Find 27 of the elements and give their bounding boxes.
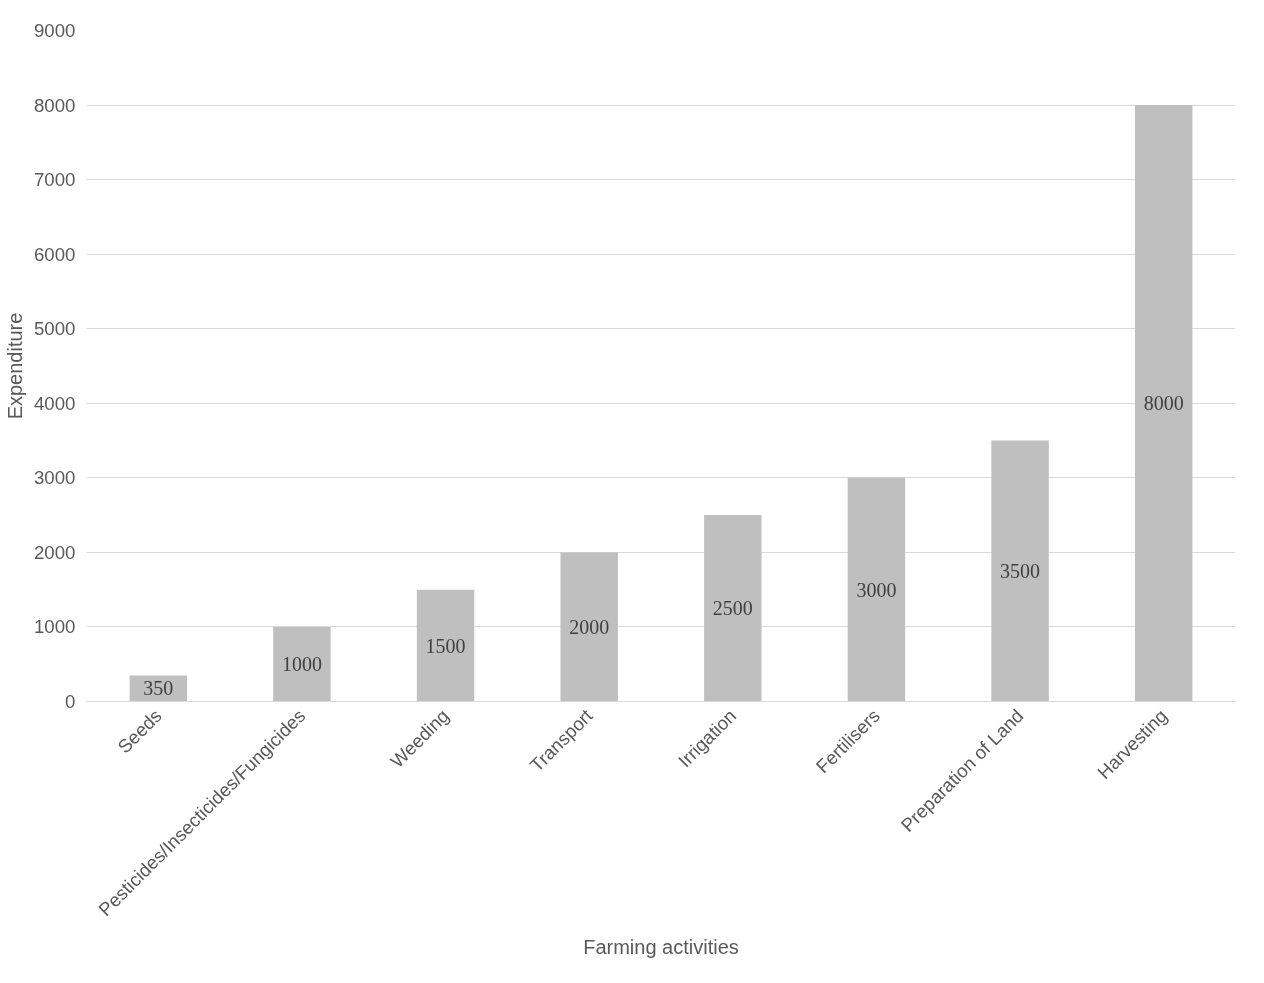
bar (273, 626, 331, 702)
y-tick-label: 8000 (34, 94, 76, 116)
bar (1134, 105, 1193, 702)
y-tick-label: 5000 (34, 318, 76, 340)
data-label: 2500 (712, 597, 753, 620)
bar (847, 477, 906, 702)
y-axis-title: Expenditure (4, 312, 26, 420)
y-tick-label: 6000 (34, 243, 76, 265)
bar (704, 515, 762, 702)
y-tick-label: 3000 (34, 467, 76, 489)
y-tick-label: 9000 (34, 20, 76, 41)
y-tick-label: 4000 (34, 392, 76, 414)
data-label: 3500 (1000, 560, 1041, 583)
data-label: 2000 (569, 615, 610, 638)
y-tick-label: 2000 (34, 541, 76, 563)
y-tick-label: 0 (65, 691, 76, 712)
bar (991, 440, 1049, 702)
y-tick-label: 1000 (34, 616, 76, 638)
x-axis-title: Farming activities (583, 935, 739, 958)
data-label: 3000 (856, 578, 897, 601)
data-label: 350 (143, 677, 174, 700)
bar (560, 552, 618, 702)
data-label: 1000 (281, 653, 322, 676)
data-label: 1500 (425, 634, 466, 657)
bar (416, 589, 475, 702)
data-label: 8000 (1143, 392, 1184, 415)
y-tick-label: 7000 (34, 169, 76, 191)
